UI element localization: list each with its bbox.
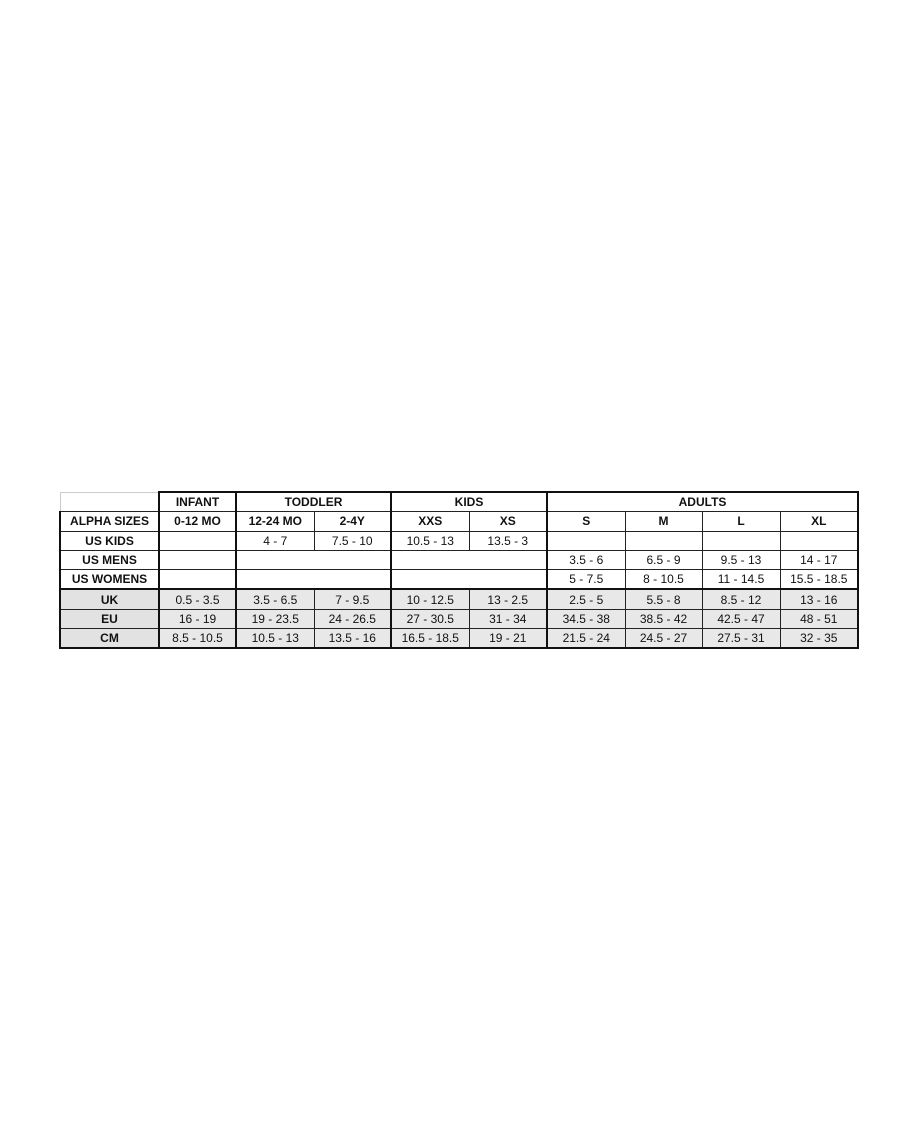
- size-cell: 8.5 - 12: [701, 588, 781, 610]
- size-cell: [158, 569, 237, 590]
- size-cell: 0.5 - 3.5: [158, 588, 237, 610]
- size-cell: XL: [779, 511, 860, 532]
- size-cell: L: [701, 511, 781, 532]
- size-cell: [701, 530, 781, 551]
- group-header-infant: INFANT: [158, 491, 237, 513]
- size-cell: 4 - 7: [235, 530, 315, 551]
- size-cell: 48 - 51: [779, 608, 860, 630]
- size-cell: S: [546, 511, 626, 532]
- size-cell: 32 - 35: [779, 628, 860, 650]
- size-cell: 10.5 - 13: [390, 530, 470, 551]
- size-cell: 27.5 - 31: [701, 628, 781, 650]
- row-eu: EU 16 - 19 19 - 23.5 24 - 26.5 27 - 30.5 31 -…: [59, 608, 860, 630]
- row-us-womens: US WOMENS 5 - 7.5 8 - 10.5 11 - 14.5 15.5 - …: [59, 569, 860, 590]
- group-header-kids: KIDS: [389, 491, 548, 513]
- size-cell: [389, 569, 548, 590]
- row-us-kids: US KIDS 4 - 7 7.5 - 10 10.5 - 13 13.5 - 3: [59, 530, 860, 551]
- group-header-adults: ADULTS: [546, 491, 860, 513]
- row-label: US MENS: [59, 549, 160, 571]
- size-cell: [546, 530, 626, 551]
- size-cell: 2.5 - 5: [546, 588, 626, 610]
- size-cell: M: [624, 511, 703, 532]
- size-cell: 19 - 21: [468, 628, 548, 650]
- row-label: ALPHA SIZES: [59, 511, 160, 532]
- size-cell: [389, 549, 548, 571]
- size-cell: 3.5 - 6.5: [235, 588, 315, 610]
- size-cell: 16 - 19: [158, 608, 237, 630]
- size-cell: 31 - 34: [468, 608, 548, 630]
- corner-cell: [59, 491, 160, 513]
- size-cell: 14 - 17: [779, 549, 860, 571]
- size-cell: [624, 530, 703, 551]
- size-cell: 9.5 - 13: [701, 549, 781, 571]
- row-label: US KIDS: [59, 530, 160, 551]
- size-cell: 27 - 30.5: [390, 608, 470, 630]
- row-uk: UK 0.5 - 3.5 3.5 - 6.5 7 - 9.5 10 - 12.5 13 -…: [59, 588, 860, 610]
- row-us-mens: US MENS 3.5 - 6 6.5 - 9 9.5 - 13 14 - 17: [59, 549, 860, 571]
- size-cell: [158, 530, 237, 551]
- size-cell: 7 - 9.5: [313, 588, 392, 610]
- size-cell: 8 - 10.5: [624, 569, 703, 590]
- row-alpha-sizes: ALPHA SIZES 0-12 MO 12-24 MO 2-4Y XXS XS S M L XL: [59, 511, 860, 532]
- size-cell: XXS: [390, 511, 470, 532]
- size-cell: 5.5 - 8: [624, 588, 703, 610]
- size-cell: 2-4Y: [313, 511, 392, 532]
- row-label: EU: [59, 608, 160, 630]
- row-cm: CM 8.5 - 10.5 10.5 - 13 13.5 - 16 16.5 - 18.…: [59, 628, 860, 650]
- size-cell: 16.5 - 18.5: [390, 628, 470, 650]
- size-cell: 5 - 7.5: [546, 569, 626, 590]
- size-cell: 8.5 - 10.5: [158, 628, 237, 650]
- size-cell: 24 - 26.5: [313, 608, 392, 630]
- size-cell: 15.5 - 18.5: [779, 569, 860, 590]
- size-chart-table: INFANT TODDLER KIDS ADULTS ALPHA SIZES 0-12 M…: [59, 491, 860, 650]
- size-cell: 13 - 16: [779, 588, 860, 610]
- size-cell: 21.5 - 24: [546, 628, 626, 650]
- group-header-row: INFANT TODDLER KIDS ADULTS: [59, 491, 860, 513]
- size-cell: [158, 549, 237, 571]
- size-cell: 10.5 - 13: [235, 628, 315, 650]
- size-cell: 12-24 MO: [235, 511, 315, 532]
- size-cell: 42.5 - 47: [701, 608, 781, 630]
- size-cell: 3.5 - 6: [546, 549, 626, 571]
- size-cell: [235, 549, 392, 571]
- group-header-toddler: TODDLER: [235, 491, 392, 513]
- size-cell: [779, 530, 860, 551]
- row-label: UK: [59, 588, 160, 610]
- row-label: CM: [59, 628, 160, 650]
- size-cell: 6.5 - 9: [624, 549, 703, 571]
- size-cell: 24.5 - 27: [624, 628, 703, 650]
- row-label: US WOMENS: [59, 569, 160, 590]
- size-cell: 11 - 14.5: [701, 569, 781, 590]
- size-cell: 7.5 - 10: [313, 530, 392, 551]
- size-cell: 19 - 23.5: [235, 608, 315, 630]
- size-cell: 10 - 12.5: [390, 588, 470, 610]
- size-cell: [235, 569, 392, 590]
- size-cell: XS: [468, 511, 548, 532]
- size-cell: 13.5 - 3: [468, 530, 548, 551]
- size-cell: 13 - 2.5: [468, 588, 548, 610]
- size-cell: 0-12 MO: [158, 511, 237, 532]
- size-cell: 38.5 - 42: [624, 608, 703, 630]
- size-cell: 13.5 - 16: [313, 628, 392, 650]
- size-cell: 34.5 - 38: [546, 608, 626, 630]
